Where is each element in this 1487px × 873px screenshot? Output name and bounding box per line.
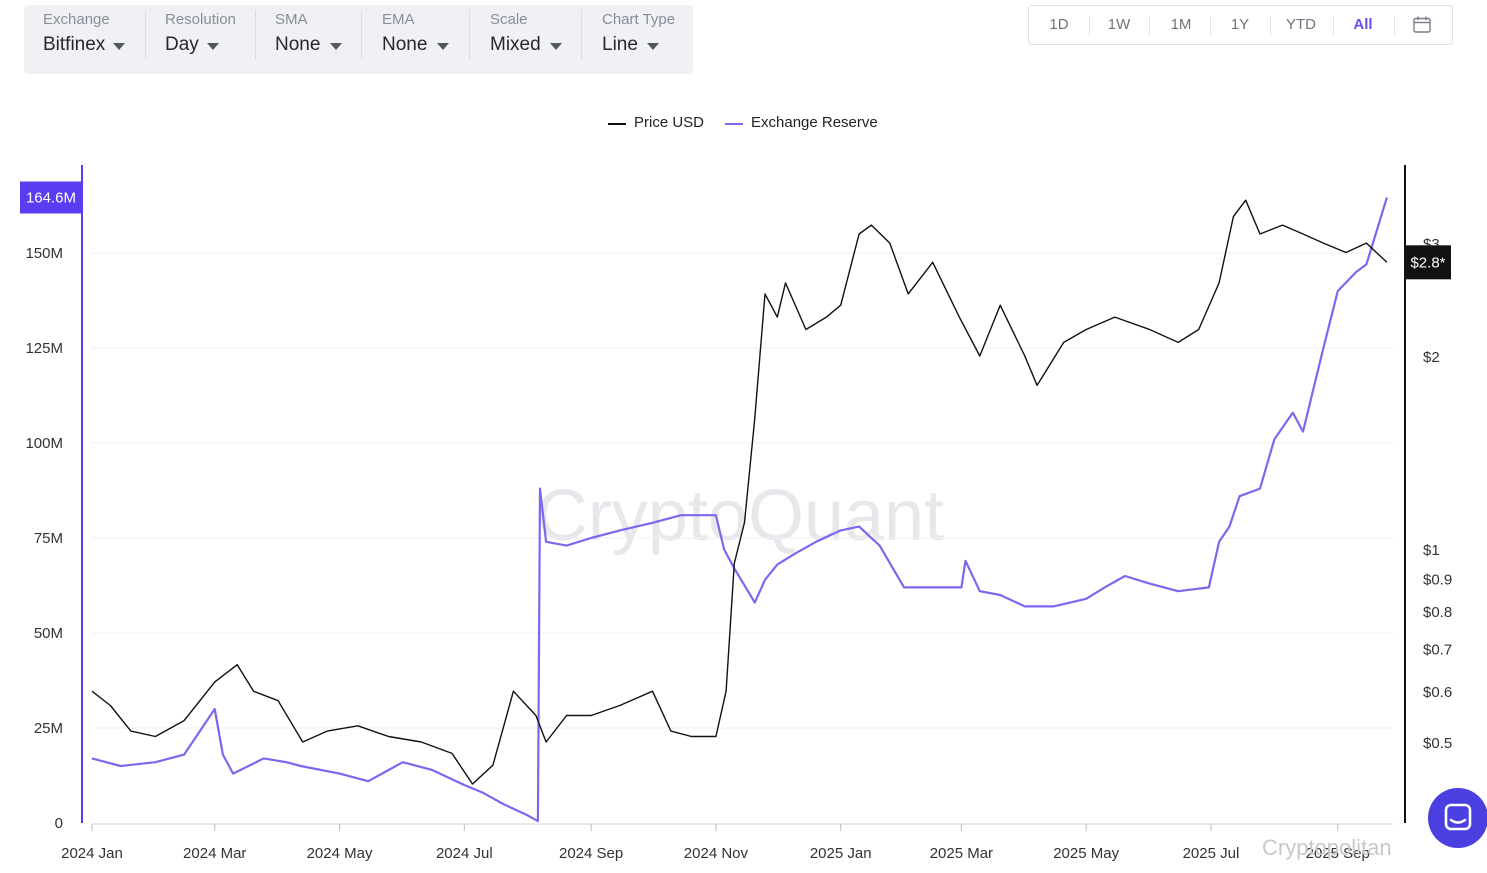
chevron-down-icon (113, 43, 125, 50)
legend-price-label: Price USD (634, 114, 705, 131)
x-tick-label: 2025 Jan (810, 845, 872, 862)
x-tick-label: 2025 Sep (1306, 845, 1370, 862)
range-button-1w[interactable]: 1W (1107, 16, 1131, 33)
control-label: Chart Type (602, 11, 676, 28)
calendar-icon[interactable] (1413, 16, 1431, 33)
current-reserve-badge (20, 181, 82, 214)
series-line-exchange-reserve (91, 197, 1388, 823)
x-tick-label: 2024 Jan (61, 845, 123, 862)
current-price-label: $2.8* (1410, 254, 1445, 271)
y-right-tick-label: $2 (1423, 349, 1440, 366)
x-tick-label: 2024 Nov (684, 845, 749, 862)
x-tick-label: 2024 May (307, 845, 373, 862)
current-price-badge (1406, 245, 1451, 280)
chat-button[interactable] (1428, 788, 1487, 848)
y-left-tick-label: 125M (25, 340, 63, 357)
control-value: Day (165, 34, 199, 55)
control-divider (145, 0, 146, 69)
x-tick-label: 2024 Sep (559, 845, 623, 862)
control-label: Exchange (43, 11, 110, 28)
chevron-down-icon (207, 43, 219, 50)
chart-legend: Price USD Exchange Reserve (0, 114, 1487, 134)
control-label: SMA (275, 11, 308, 28)
control-divider (361, 0, 362, 69)
control-divider (255, 0, 256, 69)
range-divider (1089, 16, 1090, 35)
chat-icon (1444, 803, 1472, 831)
chevron-down-icon (330, 43, 342, 50)
y-left-tick-label: 50M (34, 625, 63, 642)
range-divider (1210, 16, 1211, 35)
x-tick-label: 2024 Jul (436, 845, 493, 862)
control-label: Scale (490, 11, 528, 28)
range-button-ytd[interactable]: YTD (1286, 16, 1316, 33)
control-label: EMA (382, 11, 415, 28)
control-label: Resolution (165, 11, 236, 28)
chevron-down-icon (550, 43, 562, 50)
control-divider (581, 0, 582, 69)
legend-reserve-swatch (725, 123, 743, 125)
legend-reserve-label: Exchange Reserve (751, 114, 878, 131)
legend-price-swatch (608, 123, 626, 125)
range-button-1m[interactable]: 1M (1170, 16, 1192, 33)
range-button-1d[interactable]: 1D (1049, 16, 1069, 33)
control-divider (469, 0, 470, 69)
x-tick-label: 2025 Jul (1183, 845, 1240, 862)
y-left-tick-label: 25M (34, 720, 63, 737)
range-button-1y[interactable]: 1Y (1230, 16, 1250, 33)
range-divider (1149, 16, 1150, 35)
y-right-tick-label: $0.9 (1423, 571, 1452, 588)
chevron-down-icon (437, 43, 449, 50)
attribution-watermark: Cryptopolitan (1262, 835, 1392, 860)
control-value: Bitfinex (43, 34, 106, 55)
chevron-down-icon (647, 43, 659, 50)
control-value: None (382, 34, 428, 55)
range-selector: 1D 1W 1M 1Y YTD All (1028, 5, 1453, 45)
control-value: Mixed (490, 34, 541, 55)
control-value: Line (602, 34, 638, 55)
series-line-price-usd (91, 199, 1388, 785)
y-left-tick-label: 75M (34, 530, 63, 547)
range-divider (1394, 16, 1395, 35)
x-tick-label: 2024 Mar (183, 845, 246, 862)
x-tick-label: 2025 May (1053, 845, 1119, 862)
range-divider (1333, 16, 1334, 35)
y-right-tick-label: $0.7 (1423, 641, 1452, 658)
y-right-tick-label: $0.6 (1423, 684, 1452, 701)
range-button-all[interactable]: All (1353, 16, 1373, 33)
y-right-tick-label: $0.5 (1423, 735, 1452, 752)
y-left-tick-label: 0 (55, 815, 63, 832)
current-reserve-label: 164.6M (26, 190, 76, 207)
y-left-tick-label: 100M (25, 435, 63, 452)
range-divider (1270, 16, 1271, 35)
y-right-tick-label: $1 (1423, 542, 1440, 559)
x-tick-label: 2025 Mar (930, 845, 993, 862)
y-left-tick-label: 150M (25, 245, 63, 262)
cryptoquant-watermark: CryptoQuant (536, 476, 944, 556)
y-right-tick-label: $0.8 (1423, 604, 1452, 621)
control-value: None (275, 34, 321, 55)
